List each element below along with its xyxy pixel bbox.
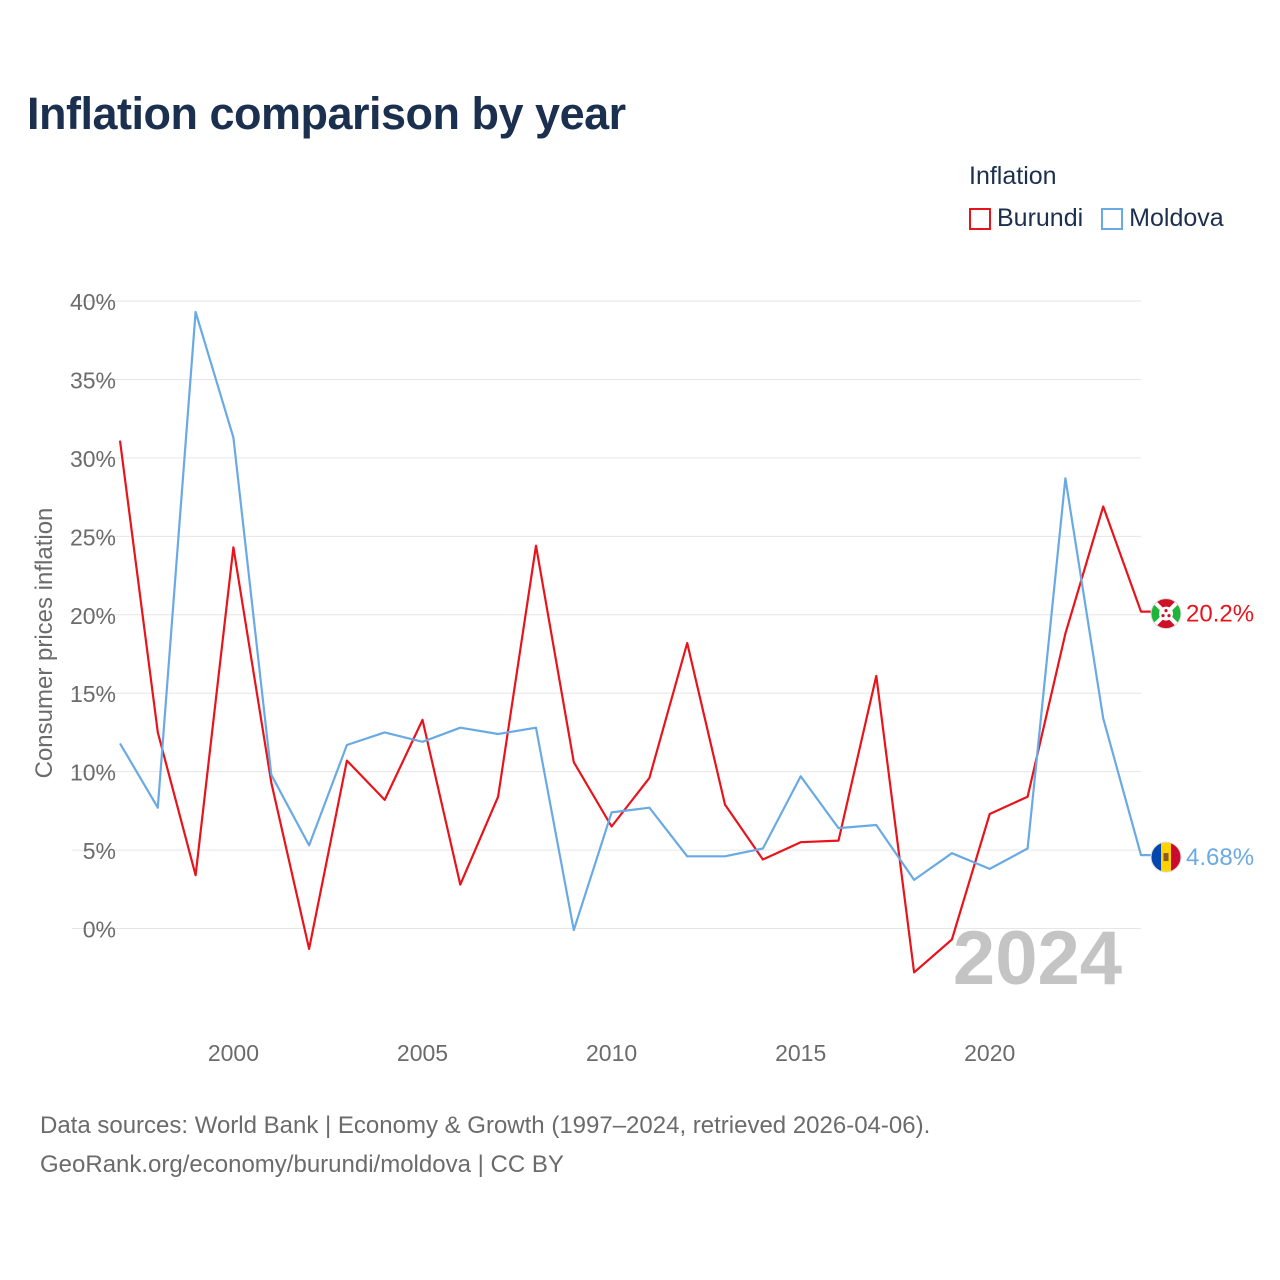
legend-title: Inflation <box>969 162 1057 190</box>
source-line-2[interactable]: GeoRank.org/economy/burundi/moldova | CC… <box>40 1151 564 1178</box>
end-label-moldova: 4.68% <box>1186 844 1254 871</box>
legend: Burundi Moldova <box>969 204 1242 233</box>
source-line-1: Data sources: World Bank | Economy & Gro… <box>40 1112 931 1139</box>
legend-item-burundi[interactable]: Burundi <box>969 204 1083 233</box>
end-labels: 20.2% 4.68% <box>1150 598 1254 873</box>
y-tick-label: 30% <box>70 446 116 472</box>
moldova-flag-icon <box>1150 841 1182 873</box>
y-axis-label: Consumer prices inflation <box>31 508 58 779</box>
x-tick-label: 2020 <box>964 1040 1015 1066</box>
legend-swatch-burundi <box>969 207 991 230</box>
y-tick-label: 0% <box>83 917 116 943</box>
y-tick-label: 5% <box>83 838 116 864</box>
end-label-burundi: 20.2% <box>1186 601 1254 628</box>
series-line-moldova[interactable] <box>119 310 1153 932</box>
burundi-flag-icon <box>1150 598 1182 630</box>
y-tick-label: 15% <box>70 681 116 707</box>
y-tick-label: 35% <box>70 367 116 393</box>
chart-title: Inflation comparison by year <box>27 88 626 139</box>
y-tick-label: 40% <box>70 289 116 315</box>
y-tick-label: 25% <box>70 524 116 550</box>
y-tick-label: 20% <box>70 603 116 629</box>
x-tick-label: 2005 <box>397 1040 448 1066</box>
y-axis: 0% 5% 10% 15% 20% 25% 30% 35% 40% <box>70 289 116 943</box>
legend-swatch-moldova <box>1101 207 1124 230</box>
series-lines <box>118 310 1153 974</box>
x-tick-label: 2015 <box>775 1040 826 1066</box>
y-tick-label: 10% <box>70 760 116 786</box>
x-axis: 2000 2005 2010 2015 2020 <box>208 1040 1015 1066</box>
x-tick-label: 2010 <box>586 1040 637 1066</box>
gridlines <box>72 300 1141 929</box>
legend-label-moldova: Moldova <box>1129 204 1224 232</box>
x-tick-label: 2000 <box>208 1040 259 1066</box>
legend-label-burundi: Burundi <box>997 204 1084 232</box>
series-line-burundi[interactable] <box>118 440 1153 974</box>
source-note: Data sources: World Bank | Economy & Gro… <box>40 1106 930 1184</box>
year-watermark: 2024 <box>953 916 1122 1001</box>
legend-item-moldova[interactable]: Moldova <box>1101 204 1224 233</box>
